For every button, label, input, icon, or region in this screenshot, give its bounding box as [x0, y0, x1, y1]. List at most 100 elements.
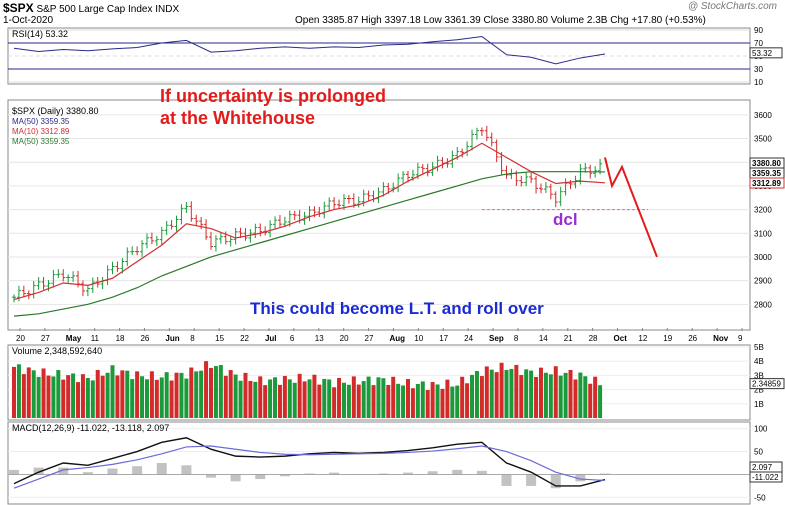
annotation-uncertainty: If uncertainty is prolonged at the White… — [160, 85, 386, 129]
vol-bar-10-1 — [263, 385, 268, 418]
x-tick-22: 21 — [564, 334, 573, 343]
annotation-dcl: dcl — [553, 210, 578, 229]
rsi-title: RSI(14) 53.32 — [12, 29, 68, 39]
rsi-tick-4: 10 — [754, 78, 763, 87]
vol-bar-14-4 — [376, 377, 381, 418]
vol-bar-18-3 — [470, 374, 475, 418]
macd-hist-21 — [526, 474, 537, 486]
macd-hist-0 — [9, 469, 19, 475]
annotation-rollover: This could become L.T. and roll over — [250, 299, 544, 318]
vol-tick-4: 1B — [754, 400, 764, 409]
x-tick-21: 14 — [539, 334, 548, 343]
macd-hist-4 — [107, 468, 118, 475]
x-tick-28: Nov — [713, 334, 729, 343]
vol-bar-19-3 — [494, 372, 499, 418]
vol-bar-15-1 — [386, 385, 391, 418]
price-label-1: 3359.35 — [752, 169, 781, 178]
price-tick-5: 3100 — [754, 229, 772, 238]
ohlc-summary: Open 3385.87 High 3397.18 Low 3361.39 Cl… — [295, 15, 706, 26]
vol-bar-19-4 — [499, 362, 504, 418]
price-tick-1: 3500 — [754, 135, 772, 144]
vol-bar-1-0 — [36, 376, 41, 418]
x-tick-1: 27 — [41, 334, 50, 343]
x-tick-13: 20 — [340, 334, 349, 343]
vol-bar-1-2 — [46, 375, 51, 418]
vol-bar-22-3 — [568, 369, 573, 418]
vol-bar-18-4 — [474, 371, 479, 418]
vol-bar-16-3 — [420, 381, 425, 418]
annotation-uncertainty-line2: at the Whitehouse — [160, 108, 316, 128]
vol-bar-9-2 — [243, 372, 248, 418]
vol-bar-6-0 — [159, 377, 164, 418]
x-tick-2: May — [66, 334, 82, 343]
rsi-layer: 907050301053.32 — [8, 26, 783, 87]
rsi-current-label: 53.32 — [752, 49, 773, 58]
vol-bar-16-4 — [425, 390, 430, 418]
vol-bar-7-3 — [199, 370, 204, 418]
vol-bar-20-0 — [504, 369, 509, 418]
vol-bar-13-3 — [346, 384, 351, 418]
ma-line-2 — [13, 171, 606, 317]
vol-bar-8-0 — [209, 367, 213, 418]
vol-bar-10-4 — [277, 384, 282, 418]
rsi-tick-1: 70 — [754, 39, 763, 48]
vol-bar-23-3 — [593, 376, 598, 418]
vol-bar-9-3 — [248, 380, 253, 418]
vol-bar-18-2 — [465, 383, 470, 418]
vol-bar-9-4 — [253, 381, 258, 418]
signal-line — [13, 445, 606, 489]
x-tick-14: 27 — [365, 334, 374, 343]
vol-bar-3-0 — [85, 377, 90, 418]
vol-bar-21-3 — [543, 372, 548, 418]
rsi-line — [13, 35, 606, 65]
volume-title: Volume 2,348,592,640 — [12, 346, 102, 356]
annotation-uncertainty-line1: If uncertainty is prolonged — [160, 86, 387, 106]
macd-hist-15 — [378, 473, 389, 475]
vol-bar-5-1 — [140, 376, 145, 418]
macd-hist-7 — [181, 465, 192, 475]
macd-hist-18 — [452, 469, 463, 475]
macd-current-box-1 — [749, 471, 783, 483]
price-label-box-2 — [749, 177, 785, 189]
vol-bar-10-0 — [258, 376, 263, 418]
x-tick-9: 22 — [240, 334, 249, 343]
vol-bar-20-1 — [509, 368, 514, 418]
macd-hist-24 — [600, 473, 610, 475]
x-tick-16: 10 — [414, 334, 423, 343]
vol-bar-22-4 — [573, 379, 578, 418]
vol-bar-23-1 — [583, 376, 588, 418]
vol-bar-4-1 — [115, 375, 120, 418]
macd-hist-12 — [304, 473, 315, 475]
vol-bar-8-4 — [228, 370, 233, 418]
vol-bar-6-2 — [169, 380, 174, 418]
vol-bar-8-3 — [223, 375, 228, 418]
vol-bar-13-1 — [337, 378, 342, 418]
vol-bar-23-2 — [588, 383, 593, 418]
vol-bar-4-0 — [110, 365, 115, 418]
vol-bar-2-3 — [76, 382, 81, 418]
macd-hist-22 — [550, 474, 561, 489]
vol-bar-18-1 — [460, 376, 465, 418]
x-tick-18: 24 — [464, 334, 473, 343]
x-tick-0: 20 — [16, 334, 25, 343]
vol-bar-19-1 — [484, 366, 489, 418]
vol-bar-2-2 — [71, 373, 76, 418]
vol-bar-21-1 — [534, 376, 539, 418]
vol-bar-0-2 — [21, 374, 26, 418]
macd-hist-11 — [279, 474, 290, 477]
x-tick-11: 6 — [290, 334, 295, 343]
vol-bar-5-0 — [135, 371, 140, 418]
macd-hist-6 — [156, 463, 167, 475]
x-tick-4: 18 — [116, 334, 125, 343]
price-tick-7: 2900 — [754, 277, 772, 286]
vol-current-box — [749, 378, 785, 390]
vol-bar-13-0 — [332, 387, 337, 418]
vol-bar-4-2 — [120, 370, 125, 418]
vol-bar-20-3 — [519, 375, 524, 418]
vol-bar-15-3 — [396, 383, 401, 418]
vol-bar-2-4 — [80, 374, 85, 418]
x-tick-15: Aug — [389, 334, 405, 343]
vol-bar-0-4 — [31, 370, 36, 418]
vol-bar-20-2 — [514, 364, 519, 418]
